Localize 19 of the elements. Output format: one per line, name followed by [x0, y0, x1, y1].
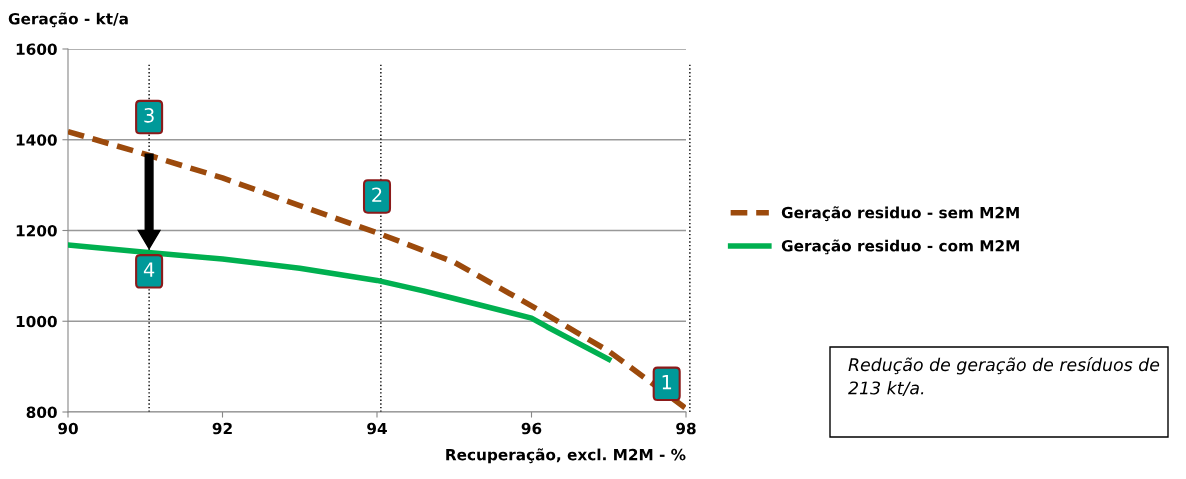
- x-tick-label: 90: [58, 422, 78, 435]
- legend-label: Geração residuo - sem M2M: [781, 206, 1019, 222]
- text: Redução de geração de resíduos de 213 kt/a.: [848, 357, 1160, 396]
- x-tick-label: 92: [212, 422, 232, 435]
- y-tick-label: 800: [26, 406, 57, 419]
- y-tick-label: 1400: [16, 134, 57, 146]
- legend-label: Geração residuo - com M2M: [781, 239, 1019, 255]
- x-tick-label: 94: [367, 422, 387, 435]
- y-tick-label: 1600: [16, 43, 57, 56]
- x-tick-label: 98: [676, 422, 696, 435]
- y-tick-label: 1000: [16, 315, 57, 328]
- annotation: 2: [372, 187, 382, 202]
- annotation: 4: [143, 262, 155, 277]
- x-axis-title: Recuperação, excl. M2M - %: [446, 448, 686, 464]
- y-axis-title: Geração - kt/a: [8, 12, 128, 28]
- x-tick-label: 96: [521, 422, 542, 435]
- annotation: 1: [662, 375, 672, 390]
- y-tick-label: 1200: [16, 224, 57, 237]
- annotation: 3: [144, 108, 154, 123]
